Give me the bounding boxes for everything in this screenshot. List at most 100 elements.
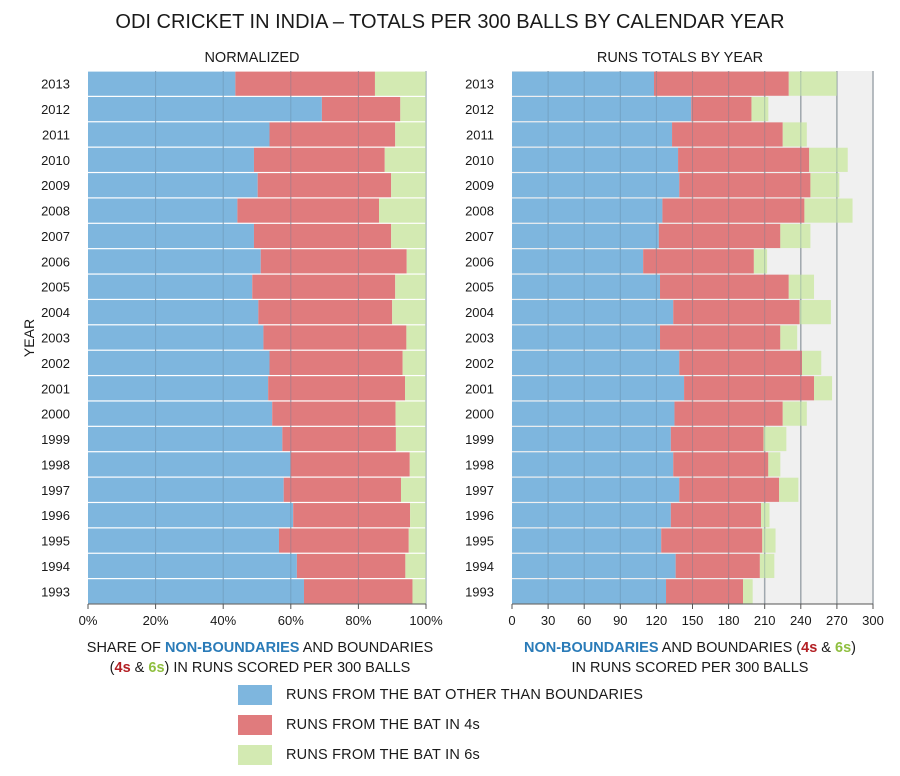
left-bar-sixes-1997 bbox=[400, 477, 426, 502]
left-bar-non-boundaries-2007 bbox=[88, 223, 254, 249]
right-x-tick-label-90: 90 bbox=[613, 613, 627, 628]
right-bar-fours-1997 bbox=[679, 477, 780, 502]
left-xlabel-l1b: NON-BOUNDARIES bbox=[164, 640, 300, 656]
right-bar-sixes-1995 bbox=[762, 528, 776, 553]
right-year-label-2002: 2002 bbox=[465, 356, 494, 371]
left-year-label-1997: 1997 bbox=[41, 483, 70, 498]
right-year-label-2010: 2010 bbox=[465, 153, 494, 168]
right-bar-non-boundaries-2011 bbox=[512, 122, 673, 147]
right-bar-non-boundaries-1998 bbox=[512, 452, 674, 477]
right-bar-sixes-1994 bbox=[759, 553, 775, 579]
left-year-label-1993: 1993 bbox=[41, 584, 70, 599]
right-bar-fours-1994 bbox=[675, 553, 760, 579]
legend-item-fours: RUNS FROM THE BAT IN 4s bbox=[238, 710, 643, 740]
left-bar-fours-2011 bbox=[269, 122, 396, 147]
right-year-label-2001: 2001 bbox=[465, 381, 494, 396]
legend-item-sixes: RUNS FROM THE BAT IN 6s bbox=[238, 740, 643, 770]
legend-label-fours: RUNS FROM THE BAT IN 4s bbox=[286, 717, 480, 733]
right-bar-non-boundaries-2009 bbox=[512, 173, 680, 198]
left-year-label-2007: 2007 bbox=[41, 229, 70, 244]
right-bar-sixes-2009 bbox=[810, 173, 840, 198]
left-bar-non-boundaries-1995 bbox=[88, 528, 279, 553]
right-bar-sixes-2005 bbox=[788, 274, 815, 299]
right-x-tick-label-210: 210 bbox=[754, 613, 776, 628]
left-year-label-1994: 1994 bbox=[41, 559, 70, 574]
legend-swatch-fours bbox=[238, 715, 272, 735]
left-year-label-1999: 1999 bbox=[41, 432, 70, 447]
left-bar-non-boundaries-2000 bbox=[88, 401, 273, 426]
right-year-label-2007: 2007 bbox=[465, 229, 494, 244]
left-bar-non-boundaries-2004 bbox=[88, 300, 259, 325]
right-bar-fours-2001 bbox=[684, 376, 815, 401]
right-bar-sixes-1996 bbox=[761, 503, 770, 528]
right-xlabel-l1c: 4s bbox=[801, 640, 818, 656]
right-bar-non-boundaries-2012 bbox=[512, 96, 692, 122]
right-year-label-2000: 2000 bbox=[465, 407, 494, 422]
left-bar-sixes-1996 bbox=[410, 503, 426, 528]
left-year-label-1998: 1998 bbox=[41, 457, 70, 472]
left-bar-fours-1998 bbox=[290, 452, 410, 477]
right-bar-sixes-2007 bbox=[780, 223, 811, 249]
left-bar-non-boundaries-1998 bbox=[88, 452, 291, 477]
right-year-label-2011: 2011 bbox=[466, 127, 494, 142]
right-bar-fours-2010 bbox=[678, 147, 810, 172]
legend-label-sixes: RUNS FROM THE BAT IN 6s bbox=[286, 747, 480, 763]
right-year-label-2008: 2008 bbox=[465, 204, 494, 219]
right-bar-non-boundaries-2001 bbox=[512, 376, 685, 401]
right-bar-non-boundaries-2008 bbox=[512, 198, 663, 223]
right-bar-sixes-1997 bbox=[779, 477, 799, 502]
right-bar-sixes-2010 bbox=[809, 147, 848, 172]
left-bar-sixes-2009 bbox=[391, 173, 426, 198]
left-bar-fours-2013 bbox=[235, 71, 375, 96]
right-x-tick-label-0: 0 bbox=[508, 613, 515, 628]
right-bar-sixes-2004 bbox=[799, 300, 831, 325]
right-bar-non-boundaries-1999 bbox=[512, 426, 671, 452]
legend-swatch-non-boundaries bbox=[238, 685, 272, 705]
right-year-label-1996: 1996 bbox=[465, 508, 494, 523]
right-x-tick-label-60: 60 bbox=[577, 613, 591, 628]
right-x-tick-label-240: 240 bbox=[790, 613, 812, 628]
right-x-tick-label-180: 180 bbox=[718, 613, 740, 628]
right-bar-non-boundaries-1995 bbox=[512, 528, 662, 553]
left-bar-sixes-2013 bbox=[374, 71, 426, 96]
left-bar-fours-2010 bbox=[253, 147, 385, 172]
right-bar-non-boundaries-2000 bbox=[512, 401, 675, 426]
left-bar-non-boundaries-2013 bbox=[88, 71, 236, 96]
left-year-label-2011: 2011 bbox=[42, 127, 70, 142]
right-x-tick-label-270: 270 bbox=[826, 613, 848, 628]
left-xlabel-l2c: & bbox=[130, 660, 149, 676]
right-xlabel-l1e: 6s bbox=[835, 640, 852, 656]
left-bar-non-boundaries-2009 bbox=[88, 173, 258, 198]
left-bar-fours-1999 bbox=[282, 426, 396, 452]
left-x-tick-label-60%: 60% bbox=[278, 613, 304, 628]
right-bar-fours-2000 bbox=[674, 401, 783, 426]
left-year-label-2000: 2000 bbox=[41, 407, 70, 422]
left-year-label-2010: 2010 bbox=[41, 153, 70, 168]
right-xlabel-l1b: AND BOUNDARIES ( bbox=[658, 640, 802, 656]
right-xlabel-l1a: NON-BOUNDARIES bbox=[524, 640, 659, 656]
left-bar-non-boundaries-2002 bbox=[88, 350, 270, 375]
left-bar-non-boundaries-1999 bbox=[88, 426, 283, 452]
right-xlabel-l1d: & bbox=[817, 640, 836, 656]
left-bar-fours-1995 bbox=[278, 528, 409, 553]
right-x-axis-label: NON-BOUNDARIES AND BOUNDARIES (4s & 6s) … bbox=[490, 638, 890, 678]
left-bar-sixes-2011 bbox=[395, 122, 426, 147]
left-bar-sixes-1993 bbox=[412, 579, 426, 604]
left-bar-non-boundaries-1996 bbox=[88, 503, 294, 528]
left-xlabel-l1a: SHARE OF bbox=[86, 640, 165, 656]
left-bar-non-boundaries-1994 bbox=[88, 553, 297, 579]
legend-label-non-boundaries: RUNS FROM THE BAT OTHER THAN BOUNDARIES bbox=[286, 687, 644, 703]
chart-title: ODI CRICKET IN INDIA – TOTALS PER 300 BA… bbox=[115, 11, 784, 33]
left-bar-sixes-1994 bbox=[405, 553, 426, 579]
right-year-label-1999: 1999 bbox=[465, 432, 494, 447]
right-xlabel-l1f: ) bbox=[851, 640, 856, 656]
right-year-label-2012: 2012 bbox=[465, 102, 494, 117]
left-bar-fours-2007 bbox=[253, 223, 392, 249]
left-x-tick-label-100%: 100% bbox=[409, 613, 443, 628]
right-year-label-1997: 1997 bbox=[465, 483, 494, 498]
left-bar-sixes-2002 bbox=[402, 350, 426, 375]
right-bar-non-boundaries-1993 bbox=[512, 579, 667, 604]
left-panel-subtitle: NORMALIZED bbox=[204, 50, 299, 66]
right-bar-sixes-2006 bbox=[753, 249, 768, 274]
